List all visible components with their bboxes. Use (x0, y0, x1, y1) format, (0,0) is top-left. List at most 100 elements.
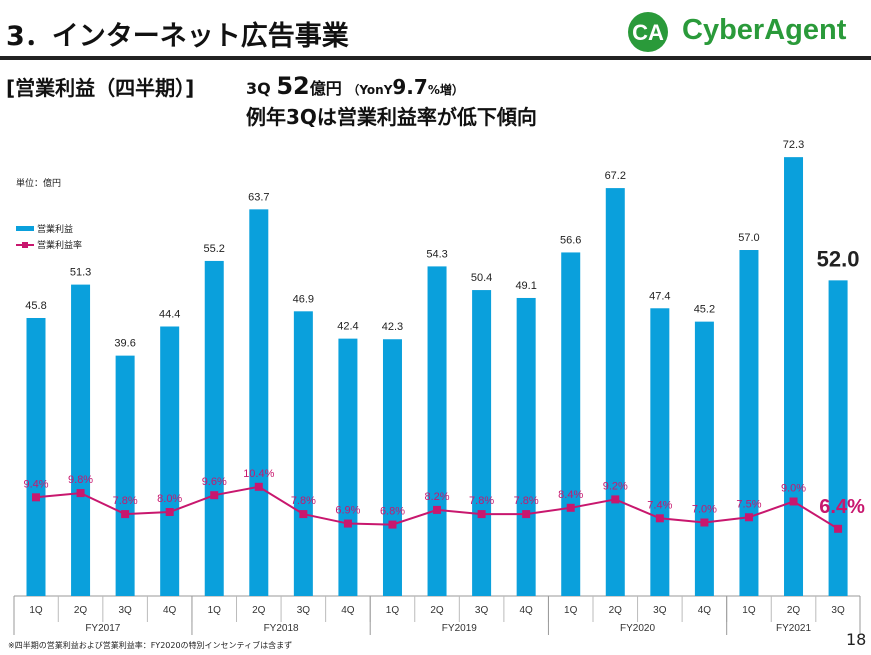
bar-value-label: 63.7 (248, 191, 269, 203)
bar-value-label: 55.2 (204, 243, 225, 255)
rate-marker (76, 489, 85, 498)
rate-label: 7.8% (291, 495, 316, 507)
bar (249, 209, 269, 596)
bar (71, 284, 91, 596)
rate-label: 9.4% (23, 478, 48, 490)
bar-value-label: 72.3 (783, 139, 804, 151)
rate-label: 6.9% (335, 505, 360, 517)
rate-marker (789, 497, 798, 506)
x-tick-label: 2Q (430, 605, 444, 616)
headline-quarter: 3Q (246, 79, 271, 98)
rate-label: 8.2% (425, 491, 450, 503)
bar (650, 308, 670, 596)
rate-marker (121, 510, 130, 519)
rate-marker (343, 519, 352, 528)
rate-label: 7.8% (113, 495, 138, 507)
x-tick-label: 4Q (698, 605, 712, 616)
bar (338, 338, 358, 596)
rate-marker (834, 524, 843, 533)
rate-label: 6.8% (380, 506, 405, 518)
rate-marker (388, 520, 397, 529)
bar-value-label: 47.4 (649, 290, 670, 302)
legend-label: 営業利益 (37, 225, 74, 235)
bar-value-label: 50.4 (471, 272, 492, 284)
rate-marker (32, 493, 40, 502)
rate-marker (433, 505, 442, 514)
legend-item-line: 営業利益率 (16, 238, 82, 251)
x-tick-label: 4Q (163, 605, 177, 616)
legend-swatch-line (16, 241, 34, 248)
bar (605, 188, 625, 596)
bar (739, 250, 759, 596)
group-label: FY2018 (264, 623, 299, 634)
bar (26, 317, 46, 596)
rate-label: 9.0% (781, 483, 806, 495)
yoy-value: 9.7 (392, 75, 428, 99)
footnote: ※四半期の営業利益および営業利益率：FY2020の特別インセンティブは含まず (8, 641, 293, 650)
x-tick-label: 2Q (74, 605, 88, 616)
rate-label: 8.4% (558, 489, 583, 501)
bar (160, 326, 180, 596)
legend-item-bar: 営業利益 (16, 222, 73, 235)
rate-label: 9.8% (68, 474, 93, 486)
rate-label: 7.5% (736, 498, 761, 510)
x-tick-label: 1Q (742, 605, 756, 616)
rate-label: 10.4% (243, 468, 274, 480)
rate-label: 9.6% (202, 476, 227, 488)
bar-value-label: 42.4 (337, 321, 358, 333)
rate-marker (254, 482, 263, 491)
rate-marker (566, 503, 575, 512)
group-label: FY2019 (442, 623, 477, 634)
x-tick-label: 3Q (118, 605, 132, 616)
bar-value-label: 56.6 (560, 234, 581, 246)
rate-label: 6.4% (819, 496, 865, 518)
rate-marker (611, 495, 620, 504)
x-tick-label: 1Q (564, 605, 578, 616)
rate-label: 7.4% (647, 499, 672, 511)
bar (516, 297, 536, 596)
x-tick-label: 4Q (519, 605, 533, 616)
bar-value-label: 42.3 (382, 321, 403, 333)
bar (694, 321, 714, 596)
rate-label: 8.0% (157, 493, 182, 505)
legend-swatch-bar (16, 226, 34, 231)
bar-value-label: 57.0 (738, 232, 759, 244)
bar (115, 355, 135, 596)
bar (293, 311, 313, 596)
ca-logo-mark: CA (628, 12, 668, 52)
x-tick-label: 3Q (297, 605, 311, 616)
x-tick-label: 3Q (831, 605, 845, 616)
bar (784, 157, 804, 596)
bar-value-label: 45.8 (25, 300, 46, 312)
x-tick-label: 1Q (29, 605, 43, 616)
bar (828, 280, 848, 596)
x-tick-label: 1Q (386, 605, 400, 616)
page-number: 18 (846, 630, 867, 649)
yoy-open: （YonY (347, 83, 393, 97)
bar-value-label: 39.6 (114, 338, 135, 350)
bar (204, 260, 224, 596)
bar-value-label: 44.4 (159, 308, 180, 320)
bar (561, 252, 581, 597)
bar-value-label: 46.9 (293, 293, 314, 305)
x-tick-label: 4Q (341, 605, 355, 616)
rate-marker (299, 510, 308, 519)
title-rule (0, 56, 871, 60)
page-title: 3．インターネット広告事業 (6, 21, 349, 52)
unit-label: 単位：億円 (16, 179, 62, 189)
rate-label: 7.8% (514, 495, 539, 507)
headline-unit: 億円 (309, 79, 342, 98)
rate-label: 9.2% (603, 480, 628, 492)
x-tick-label: 1Q (208, 605, 222, 616)
yoy-close: %増） (427, 83, 464, 97)
bar (382, 339, 402, 596)
group-label: FY2020 (620, 623, 655, 634)
headline: 3Q 52億円 （YonY9.7%増） (246, 72, 464, 100)
bar-value-label: 45.2 (694, 304, 715, 316)
rate-marker (210, 491, 219, 500)
bar (427, 266, 447, 596)
bar-value-label: 54.3 (426, 248, 447, 260)
logo-text: CyberAgent (682, 14, 847, 46)
